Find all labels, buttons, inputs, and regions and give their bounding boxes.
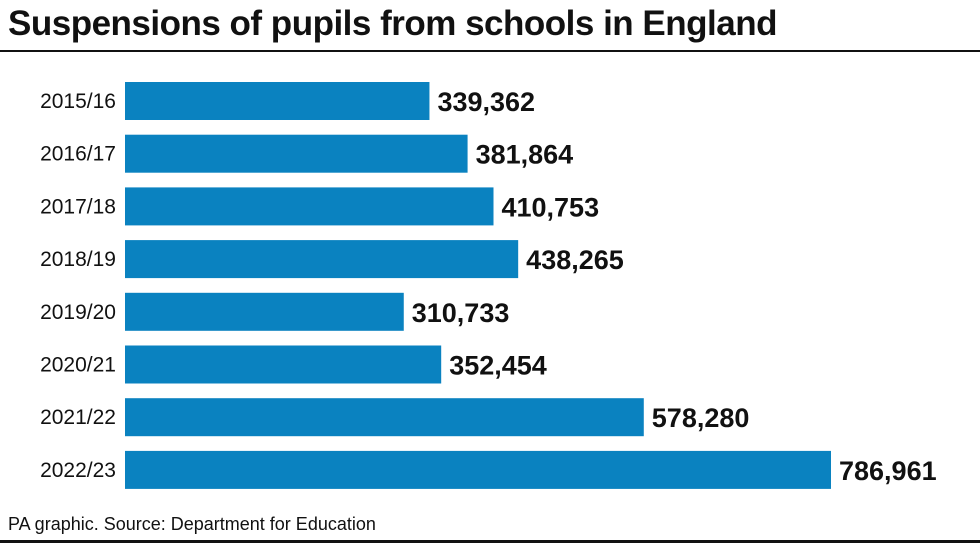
source-note: PA graphic. Source: Department for Educa… xyxy=(8,514,376,534)
value-label: 438,265 xyxy=(526,245,624,275)
bar-2017-18 xyxy=(125,187,494,226)
category-label: 2017/18 xyxy=(40,195,116,218)
value-label: 310,733 xyxy=(412,298,510,328)
category-label: 2016/17 xyxy=(40,143,116,166)
category-label: 2018/19 xyxy=(40,248,116,271)
value-label: 339,362 xyxy=(437,87,535,117)
chart-title: Suspensions of pupils from schools in En… xyxy=(8,4,777,43)
category-label: 2015/16 xyxy=(40,90,116,113)
bar-2016-17 xyxy=(125,134,468,173)
bottom-divider xyxy=(0,540,980,543)
bar-2018-19 xyxy=(125,240,519,279)
value-label: 381,864 xyxy=(476,140,574,170)
bar-2021-22 xyxy=(125,398,644,437)
title-divider xyxy=(0,50,980,52)
category-label: 2020/21 xyxy=(40,354,116,377)
value-label: 352,454 xyxy=(449,351,547,381)
category-label: 2021/22 xyxy=(40,406,116,429)
bar-2022-23 xyxy=(125,450,831,489)
category-label: 2022/23 xyxy=(40,459,116,482)
bar-chart: 2015/16 339,362 2016/17 381,864 2017/18 410,7… xyxy=(40,82,937,489)
value-label: 410,753 xyxy=(501,192,599,222)
bar-2020-21 xyxy=(125,345,442,384)
value-label: 578,280 xyxy=(652,403,750,433)
bar-2015-16 xyxy=(125,82,430,120)
category-label: 2019/20 xyxy=(40,301,116,324)
bar-2019-20 xyxy=(125,292,404,331)
value-label: 786,961 xyxy=(839,456,937,486)
